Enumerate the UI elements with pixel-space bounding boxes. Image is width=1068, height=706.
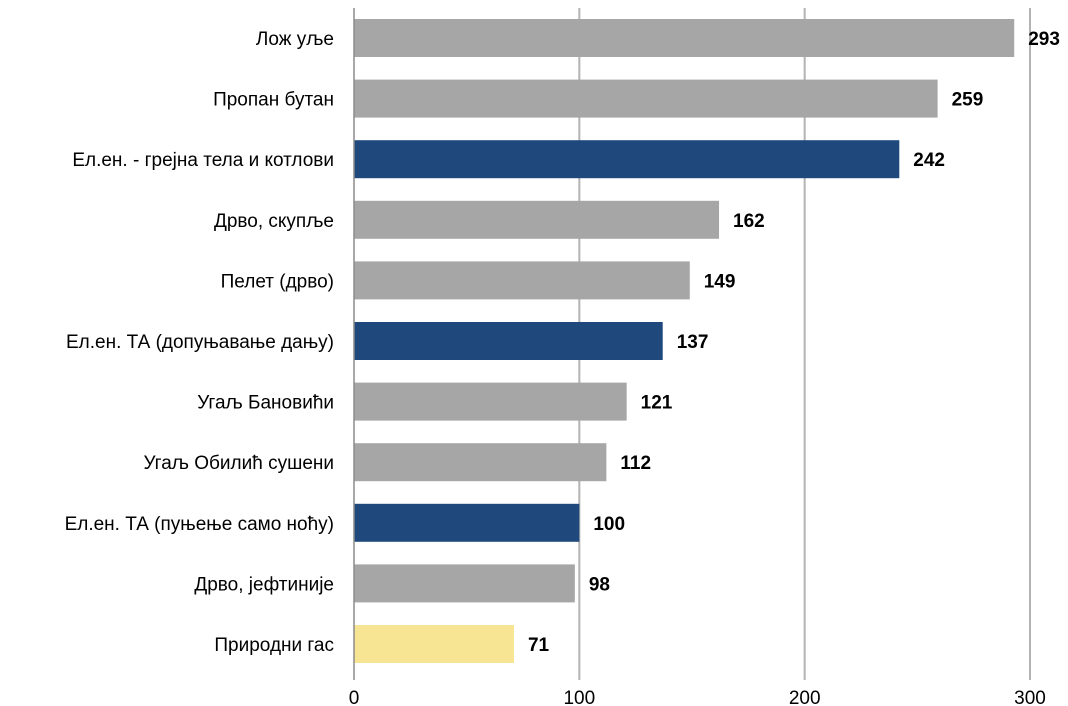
value-label-1: 293 <box>1028 29 1060 50</box>
category-label-9: Ел.ен. ТА (пуњење само ноћу) <box>65 514 334 535</box>
bar-3 <box>354 140 900 179</box>
bars <box>354 19 1015 663</box>
bar-4 <box>354 200 720 239</box>
value-label-5: 149 <box>704 271 736 292</box>
category-label-3: Ел.ен. - грејна тела и котлови <box>72 150 334 171</box>
category-label-1: Лож уље <box>256 29 334 50</box>
value-label-3: 242 <box>913 150 945 171</box>
category-label-6: Ел.ен. ТА (допуњавање дању) <box>66 332 334 353</box>
value-label-9: 100 <box>593 514 625 535</box>
category-label-4: Дрво, скупље <box>214 211 334 232</box>
value-label-8: 112 <box>620 453 651 474</box>
bar-7 <box>354 382 627 421</box>
bar-5 <box>354 261 690 300</box>
x-tick-labels: 0 100 200 300 <box>349 688 1046 706</box>
category-label-10: Дрво, јефтиније <box>194 574 334 595</box>
bar-9 <box>354 503 580 542</box>
category-label-5: Пелет (дрво) <box>221 271 334 292</box>
category-label-8: Угаљ Обилић сушени <box>143 453 334 474</box>
category-label-7: Угаљ Бановићи <box>197 393 334 414</box>
x-tick-label-100: 100 <box>563 688 595 706</box>
bar-2 <box>354 79 938 118</box>
value-label-2: 259 <box>952 90 984 111</box>
value-labels: 293 259 242 162 149 137 121 112 100 98 71 <box>528 29 1060 656</box>
value-label-7: 121 <box>641 393 673 414</box>
category-label-11: Природни гас <box>214 635 334 656</box>
value-label-10: 98 <box>589 574 610 595</box>
x-tick-label-200: 200 <box>789 688 821 706</box>
x-tick-label-300: 300 <box>1014 688 1046 706</box>
bar-8 <box>354 443 607 482</box>
value-label-11: 71 <box>528 635 550 656</box>
value-label-4: 162 <box>733 211 765 232</box>
bar-6 <box>354 322 663 360</box>
value-label-6: 137 <box>677 332 709 353</box>
bar-1 <box>354 19 1015 57</box>
category-label-2: Пропан бутан <box>213 90 334 111</box>
bar-11 <box>354 625 514 663</box>
x-tick-label-0: 0 <box>349 688 360 706</box>
bar-10 <box>354 564 575 603</box>
category-labels: Лож уље Пропан бутан Ел.ен. - грејна тела … <box>65 29 334 656</box>
